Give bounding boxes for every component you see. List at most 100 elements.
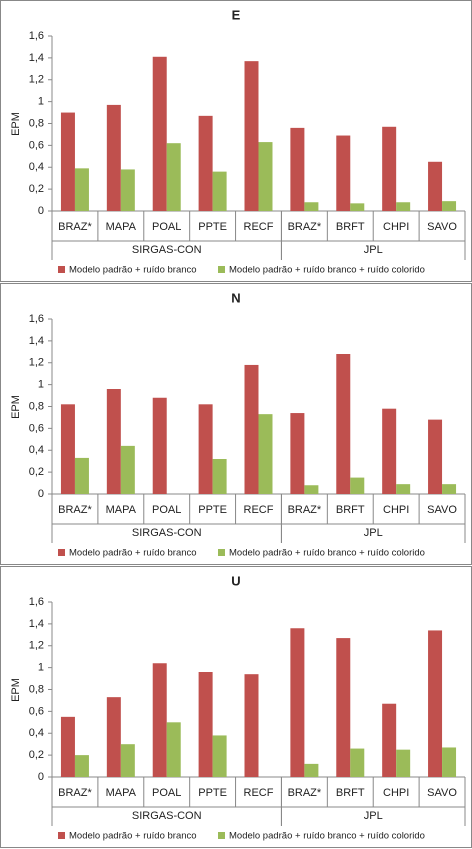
bar: [336, 354, 351, 494]
bar: [350, 203, 365, 211]
bar: [290, 413, 305, 494]
x-tick-label: RECF: [244, 787, 274, 799]
legend-label: Modelo padrão + ruído branco + ruído col…: [229, 548, 425, 559]
bar: [304, 202, 319, 211]
chart-panel: N EPM 0 0,2 0,4 0,6 0,8 1 1,2 1,4 1,6 BRAZ* MAPA POAL…: [0, 283, 472, 565]
bar: [428, 419, 443, 494]
bar: [212, 735, 227, 777]
y-tick-label: 1: [38, 96, 44, 108]
bar: [304, 763, 319, 777]
y-tick-label: 0,8: [29, 400, 44, 412]
x-tick-label: CHPI: [383, 221, 409, 233]
x-tick-label: BRAZ*: [288, 221, 322, 233]
y-tick-label: 0,6: [29, 422, 44, 434]
bar: [152, 56, 167, 211]
bar: [166, 722, 181, 777]
chart-title: U: [231, 573, 240, 588]
x-tick-label: POAL: [152, 787, 181, 799]
y-tick-label: 0,8: [29, 683, 44, 695]
x-tick-label: BRAZ*: [58, 787, 92, 799]
y-axis-label: EPM: [10, 395, 22, 419]
group-label: JPL: [364, 244, 383, 256]
x-tick-label: MAPA: [106, 787, 137, 799]
legend-swatch: [218, 266, 225, 273]
bar: [258, 414, 273, 494]
x-tick-label: BRFT: [336, 787, 365, 799]
group-label: JPL: [364, 810, 383, 822]
y-tick-label: 1: [38, 662, 44, 674]
y-tick-label: 0,6: [29, 705, 44, 717]
bar: [336, 638, 351, 777]
bar: [382, 126, 397, 211]
bar: [74, 755, 89, 777]
bar: [60, 404, 75, 494]
bar: [428, 161, 443, 211]
bar: [198, 115, 213, 211]
bar: [74, 168, 89, 211]
bar: [442, 747, 457, 777]
x-tick-label: SAVO: [427, 787, 457, 799]
x-tick-label: CHPI: [383, 787, 409, 799]
y-tick-label: 1,2: [29, 357, 44, 369]
x-tick-label: SAVO: [427, 504, 457, 516]
y-tick-label: 0,4: [29, 444, 44, 456]
x-tick-label: BRAZ*: [58, 504, 92, 516]
bar: [212, 171, 227, 211]
chart-panel: E EPM 0 0,2 0,4 0,6 0,8 1 1,2 1,4 1,6 BRAZ* MAPA POAL…: [0, 0, 472, 282]
bar: [60, 112, 75, 211]
bar: [106, 104, 121, 211]
x-tick-label: MAPA: [106, 504, 137, 516]
bar: [60, 716, 75, 777]
bar: [382, 408, 397, 494]
x-tick-label: BRAZ*: [58, 221, 92, 233]
group-label: JPL: [364, 527, 383, 539]
legend-swatch: [58, 266, 65, 273]
x-tick-label: PPTE: [198, 787, 227, 799]
y-tick-label: 1,6: [29, 313, 44, 325]
legend-label: Modelo padrão + ruído branco: [69, 831, 197, 842]
x-tick-label: CHPI: [383, 504, 409, 516]
group-label: SIRGAS-CON: [132, 244, 202, 256]
bar: [106, 389, 121, 494]
y-tick-label: 0,2: [29, 749, 44, 761]
y-tick-label: 1,4: [29, 52, 44, 64]
x-tick-label: RECF: [244, 221, 274, 233]
y-tick-label: 1,4: [29, 335, 44, 347]
legend-label: Modelo padrão + ruído branco + ruído col…: [229, 831, 425, 842]
legend-swatch: [218, 832, 225, 839]
bar: [336, 135, 351, 211]
legend-label: Modelo padrão + ruído branco: [69, 265, 197, 276]
bar: [396, 749, 411, 777]
bar: [290, 628, 305, 777]
y-tick-label: 0,8: [29, 117, 44, 129]
y-axis-label: EPM: [10, 678, 22, 702]
y-tick-label: 1,4: [29, 618, 44, 630]
bar: [212, 459, 227, 494]
y-axis-label: EPM: [10, 112, 22, 136]
bar: [120, 169, 135, 211]
group-label: SIRGAS-CON: [132, 810, 202, 822]
y-tick-label: 1,6: [29, 596, 44, 608]
bar: [244, 364, 259, 494]
bar: [258, 142, 273, 211]
y-tick-label: 0,4: [29, 161, 44, 173]
x-tick-label: POAL: [152, 221, 181, 233]
x-tick-label: PPTE: [198, 221, 227, 233]
chart-panel: U EPM 0 0,2 0,4 0,6 0,8 1 1,2 1,4 1,6 BRAZ* MAPA POAL…: [0, 566, 472, 848]
bar: [442, 484, 457, 494]
y-tick-label: 0: [38, 771, 44, 783]
x-tick-label: BRFT: [336, 504, 365, 516]
bar: [382, 703, 397, 777]
bar: [428, 630, 443, 777]
y-tick-label: 0,2: [29, 183, 44, 195]
legend-swatch: [218, 549, 225, 556]
y-tick-label: 1: [38, 379, 44, 391]
bar: [198, 672, 213, 777]
x-tick-label: BRFT: [336, 221, 365, 233]
x-tick-label: SAVO: [427, 221, 457, 233]
bar: [350, 477, 365, 494]
chart-title: N: [231, 290, 240, 305]
bar: [152, 663, 167, 777]
y-tick-label: 0,4: [29, 727, 44, 739]
